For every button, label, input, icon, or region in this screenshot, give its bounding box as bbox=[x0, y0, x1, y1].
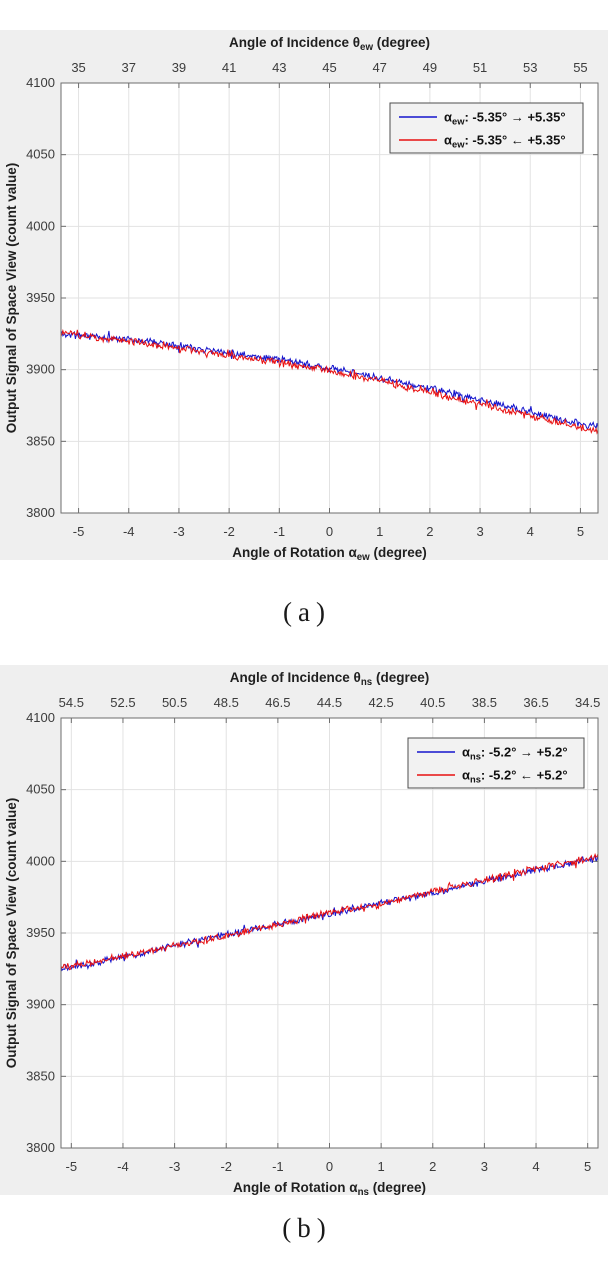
top-axis-tick-labels: 35 37 39 41 43 45 47 49 51 53 55 bbox=[71, 60, 587, 75]
y-axis-label: Output Signal of Space View (count value… bbox=[4, 798, 19, 1069]
x-axis-tick-label: 4 bbox=[527, 524, 534, 539]
top-axis-tick-label: 54.5 bbox=[59, 695, 84, 710]
x-axis-tick-label: 1 bbox=[376, 524, 383, 539]
grid-lines bbox=[61, 83, 598, 513]
x-axis-tick-label: 4 bbox=[532, 1159, 539, 1174]
top-axis-tick-label: 50.5 bbox=[162, 695, 187, 710]
y-axis-tick-labels: 3800 3850 3900 3950 4000 4050 4100 bbox=[26, 75, 55, 520]
series-line-alpha-ns-backward bbox=[60, 852, 599, 971]
x-axis-tick-label: -5 bbox=[73, 524, 85, 539]
x-axis-tick-label: 2 bbox=[429, 1159, 436, 1174]
legend: αew: -5.35° → +5.35° αew: -5.35° ← +5.35° bbox=[389, 102, 584, 154]
x-axis-tick-label: -4 bbox=[123, 524, 135, 539]
series-line-alpha-ew-backward bbox=[60, 328, 599, 435]
chart-panel-a: 35 37 39 41 43 45 47 49 51 53 55 -5 -4 -3 -2 -1 0 1 2 3 4 5 38… bbox=[0, 30, 608, 560]
x-axis-tick-label: 0 bbox=[326, 1159, 333, 1174]
top-axis-title: Angle of Incidence θns (degree) bbox=[230, 670, 429, 688]
tick-marks bbox=[61, 82, 598, 514]
legend-box bbox=[389, 102, 584, 154]
top-axis-tick-label: 34.5 bbox=[575, 695, 600, 710]
top-axis-tick-label: 48.5 bbox=[214, 695, 239, 710]
y-axis-tick-label: 3850 bbox=[26, 433, 55, 448]
legend-box bbox=[407, 737, 585, 789]
chart-a-canvas: 35 37 39 41 43 45 47 49 51 53 55-5 -4 -3 -2 -1 0 1 2 3 4 538… bbox=[0, 30, 608, 560]
x-axis-tick-label: -3 bbox=[169, 1159, 181, 1174]
x-axis-tick-label: -2 bbox=[223, 524, 235, 539]
x-axis-tick-label: 1 bbox=[378, 1159, 385, 1174]
y-axis-tick-label: 4100 bbox=[26, 710, 55, 725]
top-axis-tick-label: 37 bbox=[122, 60, 136, 75]
top-axis-tick-label: 45 bbox=[322, 60, 336, 75]
top-axis-title: Angle of Incidence θew (degree) bbox=[229, 35, 430, 53]
caption-row-a: (a) bbox=[0, 560, 608, 665]
x-axis-tick-label: 2 bbox=[426, 524, 433, 539]
x-axis-tick-label: 3 bbox=[476, 524, 483, 539]
y-axis-tick-label: 3800 bbox=[26, 505, 55, 520]
top-axis-tick-label: 53 bbox=[523, 60, 537, 75]
top-axis-tick-label: 42.5 bbox=[368, 695, 393, 710]
y-axis-label: Output Signal of Space View (count value… bbox=[4, 163, 19, 434]
top-axis-tick-label: 39 bbox=[172, 60, 186, 75]
top-axis-tick-label: 52.5 bbox=[110, 695, 135, 710]
legend-entry-label: αns: -5.2° → +5.2° bbox=[462, 745, 568, 762]
caption-b: (b) bbox=[282, 1213, 332, 1243]
x-axis-label: Angle of Rotation αns (degree) bbox=[233, 1180, 426, 1195]
x-axis-tick-label: -1 bbox=[274, 524, 286, 539]
top-axis-tick-label: 40.5 bbox=[420, 695, 445, 710]
x-axis-tick-label: -2 bbox=[220, 1159, 232, 1174]
chart-panel-b: 54.5 52.5 50.5 48.5 46.5 44.5 42.5 40.5 38.5 36.5… bbox=[0, 665, 608, 1195]
top-axis-tick-label: 44.5 bbox=[317, 695, 342, 710]
x-axis-tick-label: -4 bbox=[117, 1159, 129, 1174]
y-axis-tick-label: 3900 bbox=[26, 362, 55, 377]
y-axis-tick-label: 4000 bbox=[26, 853, 55, 868]
y-axis-tick-label: 3800 bbox=[26, 1140, 55, 1155]
x-axis-label: Angle of Rotation αew (degree) bbox=[232, 545, 427, 560]
top-axis-tick-label: 51 bbox=[473, 60, 487, 75]
top-axis-tick-labels: 54.5 52.5 50.5 48.5 46.5 44.5 42.5 40.5 38.5 36.5… bbox=[59, 695, 601, 710]
x-axis-tick-label: -1 bbox=[272, 1159, 284, 1174]
x-axis-tick-label: -5 bbox=[66, 1159, 78, 1174]
x-axis-tick-label: 3 bbox=[481, 1159, 488, 1174]
top-axis-tick-label: 36.5 bbox=[523, 695, 548, 710]
caption-row-b: (b) bbox=[0, 1195, 608, 1272]
y-axis-tick-label: 3950 bbox=[26, 925, 55, 940]
legend-entry-label: αew: -5.35° ← +5.35° bbox=[444, 133, 566, 150]
y-axis-tick-labels: 3800 3850 3900 3950 4000 4050 4100 bbox=[26, 710, 55, 1155]
top-axis-tick-label: 46.5 bbox=[265, 695, 290, 710]
top-axis-tick-label: 49 bbox=[423, 60, 437, 75]
legend-entry-label: αns: -5.2° ← +5.2° bbox=[462, 768, 568, 785]
chart-b-canvas: 54.5 52.5 50.5 48.5 46.5 44.5 42.5 40.5 38.5 36.5… bbox=[0, 665, 608, 1195]
top-margin bbox=[0, 0, 608, 30]
top-axis-tick-label: 38.5 bbox=[472, 695, 497, 710]
y-axis-tick-label: 3950 bbox=[26, 290, 55, 305]
legend: αns: -5.2° → +5.2° αns: -5.2° ← +5.2° bbox=[407, 737, 585, 789]
x-axis-tick-label: -3 bbox=[173, 524, 185, 539]
x-axis-tick-labels: -5 -4 -3 -2 -1 0 1 2 3 4 5 bbox=[66, 1159, 592, 1174]
y-axis-tick-label: 3850 bbox=[26, 1068, 55, 1083]
top-axis-tick-label: 43 bbox=[272, 60, 286, 75]
top-axis-tick-label: 41 bbox=[222, 60, 236, 75]
x-axis-tick-label: 5 bbox=[584, 1159, 591, 1174]
caption-a: (a) bbox=[283, 597, 331, 627]
series-line-alpha-ew-forward bbox=[60, 330, 599, 431]
tick-marks bbox=[61, 717, 598, 1149]
y-axis-tick-label: 4050 bbox=[26, 782, 55, 797]
x-axis-tick-label: 5 bbox=[577, 524, 584, 539]
y-axis-tick-label: 4000 bbox=[26, 218, 55, 233]
top-axis-tick-label: 47 bbox=[372, 60, 386, 75]
top-axis-tick-label: 35 bbox=[71, 60, 85, 75]
top-axis-tick-label: 55 bbox=[573, 60, 587, 75]
x-axis-tick-labels: -5 -4 -3 -2 -1 0 1 2 3 4 5 bbox=[73, 524, 584, 539]
y-axis-tick-label: 4100 bbox=[26, 75, 55, 90]
legend-entry-label: αew: -5.35° → +5.35° bbox=[444, 110, 566, 127]
x-axis-tick-label: 0 bbox=[326, 524, 333, 539]
y-axis-tick-label: 3900 bbox=[26, 997, 55, 1012]
y-axis-tick-label: 4050 bbox=[26, 147, 55, 162]
